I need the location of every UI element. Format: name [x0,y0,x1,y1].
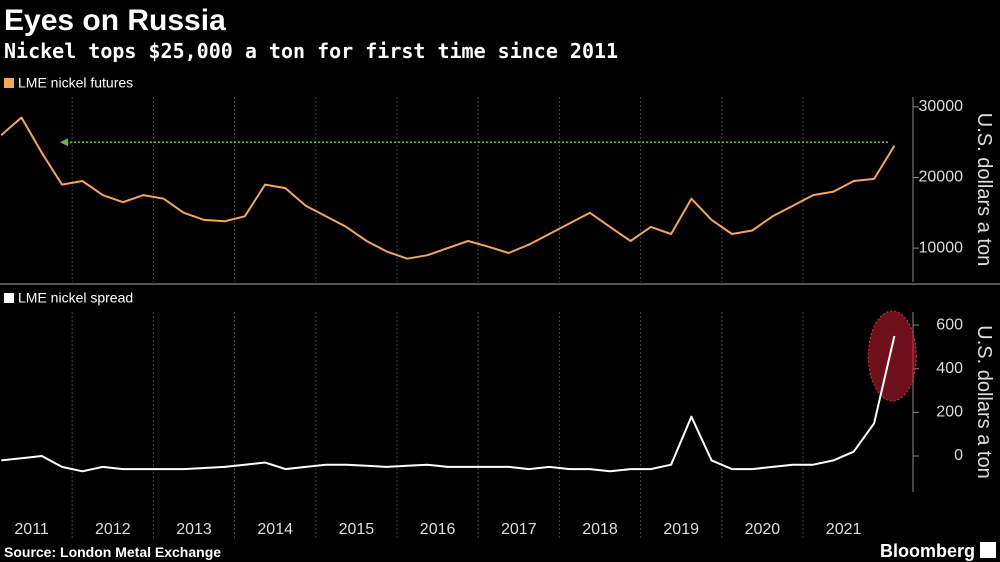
legend-label: LME nickel spread [18,290,133,306]
x-tick-label: 2011 [14,521,49,538]
x-tick-label: 2016 [420,521,456,538]
x-tick-label: 2013 [176,521,212,538]
y-tick-label: 600 [936,316,963,333]
y-axis-label: U.S. dollars a ton [973,325,995,478]
x-tick-label: 2020 [745,521,781,538]
y-tick-label: 400 [936,360,963,377]
y-tick-label: 200 [936,404,963,421]
y-tick-label: 0 [954,447,963,464]
legend-swatch [4,78,14,88]
x-tick-label: 2015 [339,521,375,538]
data-line [1,335,896,473]
y-tick-label: 20000 [919,169,964,186]
x-tick-label: 2014 [257,521,293,538]
legend-swatch [4,293,14,303]
x-tick-label: 2021 [826,521,862,538]
legend-label: LME nickel futures [18,75,133,91]
y-axis-label: U.S. dollars a ton [973,113,995,266]
title: Eyes on Russia [4,4,226,37]
highlight [867,310,917,402]
data-line [0,116,896,260]
x-tick-label: 2018 [582,521,618,538]
x-tick-label: 2017 [501,521,537,538]
brand: Bloomberg [880,541,975,561]
subtitle: Nickel tops $25,000 a ton for first time… [4,39,618,63]
x-tick-label: 2019 [663,521,699,538]
brand-icon [980,542,996,558]
x-tick-label: 2012 [95,521,131,538]
source: Source: London Metal Exchange [4,544,221,560]
reference-arrow [60,138,68,147]
y-tick-label: 30000 [919,98,964,115]
y-tick-label: 10000 [919,239,964,256]
